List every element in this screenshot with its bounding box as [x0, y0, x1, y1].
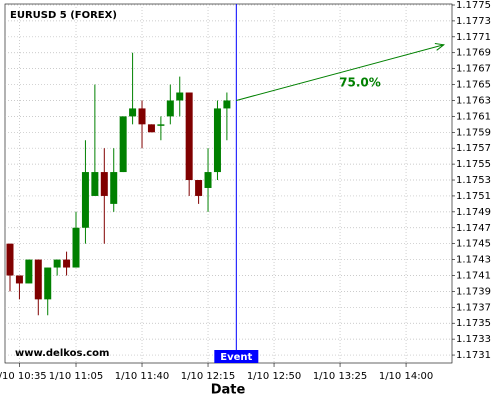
candle-body [157, 124, 165, 126]
candle-body [213, 108, 221, 173]
y-tick-label: 1.1739 [456, 286, 491, 297]
candle-body [81, 172, 89, 228]
y-tick-label: 1.1743 [456, 255, 491, 266]
candle-body [34, 259, 42, 300]
candle-body [129, 108, 137, 117]
y-tick-label: 1.1775 [456, 0, 491, 11]
candle-body [63, 259, 71, 268]
candle-body [195, 180, 203, 196]
candle-body [204, 172, 212, 188]
y-tick-label: 1.1731 [456, 350, 491, 361]
candle-body [91, 172, 99, 196]
x-tick-label: 1/10 11:40 [115, 371, 169, 382]
x-tick-label: 1/10 12:15 [181, 371, 235, 382]
x-tick-label: 1/10 13:25 [313, 371, 367, 382]
plot-area [4, 3, 453, 364]
candle-body [176, 92, 184, 101]
candle-body [44, 267, 52, 300]
candle-body [185, 92, 193, 181]
y-tick-label: 1.1733 [456, 334, 491, 345]
y-tick-label: 1.1751 [456, 191, 491, 202]
candle-body [15, 275, 23, 284]
y-tick-label: 1.1749 [456, 207, 491, 218]
y-tick-label: 1.1765 [456, 80, 491, 91]
x-tick-label: 1/10 14:00 [379, 371, 433, 382]
y-tick-label: 1.1735 [456, 318, 491, 329]
y-tick-label: 1.1761 [456, 111, 491, 122]
y-tick-label: 1.1757 [456, 143, 491, 154]
y-tick-label: 1.1753 [456, 175, 491, 186]
candle-body [110, 172, 118, 204]
x-tick-label: 1/10 10:35 [0, 371, 47, 382]
candle-body [138, 108, 146, 125]
forecast-arrow [236, 44, 444, 101]
y-tick-label: 1.1741 [456, 270, 491, 281]
x-tick-label: 1/10 11:05 [49, 371, 103, 382]
chart-title: EURUSD 5 (FOREX) [10, 10, 117, 21]
arrow-head [434, 43, 446, 51]
candle-body [166, 100, 174, 117]
y-tick-label: 1.1755 [456, 159, 491, 170]
candle-body [119, 116, 127, 173]
candle-body [53, 259, 61, 268]
x-axis-label: Date [211, 383, 246, 398]
candle-body [100, 172, 108, 196]
candle-body [223, 100, 231, 109]
y-tick-label: 1.1737 [456, 302, 491, 313]
event-label: Event [220, 352, 252, 363]
candle-body [25, 259, 33, 284]
candle-body [147, 124, 155, 133]
event-box [214, 350, 259, 363]
y-tick-label: 1.1759 [456, 127, 491, 138]
y-tick-label: 1.1773 [456, 16, 491, 27]
y-tick-label: 1.1745 [456, 239, 491, 250]
candle-body [72, 227, 80, 268]
candle-body [6, 243, 14, 276]
y-tick-label: 1.1763 [456, 95, 491, 106]
forecast-label: 75.0% [339, 76, 381, 90]
y-tick-label: 1.1771 [456, 32, 491, 43]
y-tick-label: 1.1747 [456, 223, 491, 234]
x-tick-label: 1/10 12:50 [247, 371, 301, 382]
y-tick-label: 1.1769 [456, 48, 491, 59]
y-tick-label: 1.1767 [456, 64, 491, 75]
watermark: www.delkos.com [15, 348, 109, 359]
